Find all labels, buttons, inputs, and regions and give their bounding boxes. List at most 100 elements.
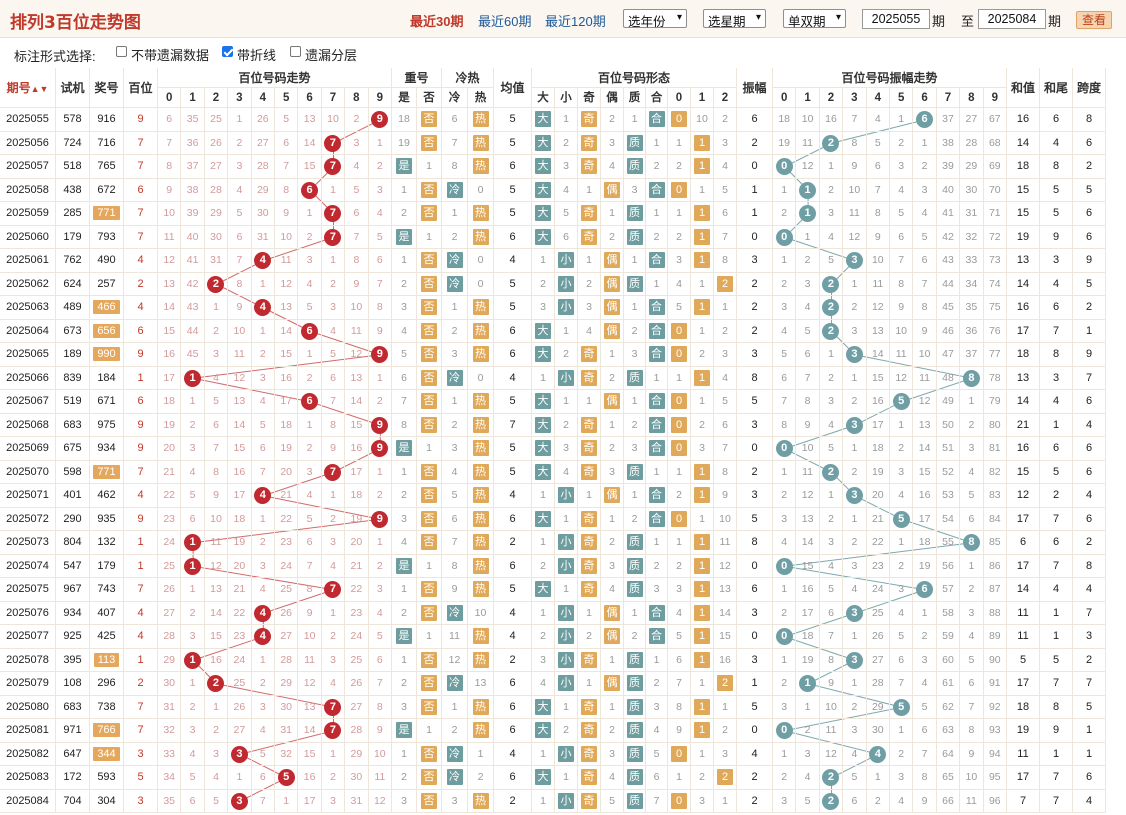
- query-button[interactable]: 查看: [1076, 11, 1112, 29]
- trend-omit: 32: [158, 719, 182, 743]
- amp-ball: 2: [819, 319, 844, 343]
- cell-issue: 2025067: [0, 390, 56, 414]
- cell-sum: 12: [1007, 484, 1040, 508]
- parity-select[interactable]: 单双期 ▾: [783, 9, 846, 29]
- link-recent-120[interactable]: 最近120期: [545, 14, 606, 29]
- from-issue-input[interactable]: 2025055: [862, 9, 930, 29]
- to-issue-input[interactable]: 2025084: [978, 9, 1046, 29]
- cell-trial: 971: [56, 719, 90, 743]
- cell-sum: 16: [1007, 437, 1040, 461]
- trend-omit: 9: [204, 484, 229, 508]
- amp-omit: 6: [960, 507, 984, 531]
- cell-amp: 3: [737, 249, 773, 273]
- weekday-select[interactable]: 选星期 ▾: [703, 9, 766, 29]
- repeat-group-header: 重号: [392, 68, 442, 88]
- cell-trial: 673: [56, 319, 90, 343]
- repeat-omit: 1: [392, 742, 417, 766]
- checkbox-line[interactable]: [222, 46, 233, 57]
- big-tag: 大: [532, 719, 555, 743]
- repeat-omit: 2: [392, 484, 417, 508]
- cold-omit: 2: [442, 413, 468, 437]
- trend-omit: 6: [298, 531, 322, 555]
- sort-icon[interactable]: ▲▼: [30, 84, 49, 94]
- cold-tag: 冷: [442, 178, 468, 202]
- link-recent-30[interactable]: 最近30期: [410, 14, 464, 29]
- prime-omit: 3: [624, 437, 646, 461]
- amp-omit: 9: [796, 413, 820, 437]
- cell-prize: 593: [90, 766, 124, 790]
- col-issue-header[interactable]: 期号▲▼: [0, 68, 56, 108]
- amp-omit: 14: [866, 343, 890, 367]
- road-omit: 3: [714, 742, 737, 766]
- prime-tag: 质: [624, 272, 646, 296]
- year-select[interactable]: 选年份 ▾: [623, 9, 687, 29]
- cell-span: 7: [1073, 672, 1106, 696]
- amp-omit: 22: [866, 531, 890, 555]
- road-omit: 1: [691, 390, 714, 414]
- trend-omit: 25: [345, 648, 369, 672]
- amp-omit: 42: [936, 225, 961, 249]
- amp-omit: 4: [843, 578, 867, 602]
- trend-omit: 31: [251, 225, 275, 249]
- amp-omit: 1: [819, 155, 844, 179]
- hot-tag: 热: [468, 319, 494, 343]
- even-tag: 偶: [601, 319, 624, 343]
- checkbox-no-omit[interactable]: [116, 46, 127, 57]
- amp-omit: 75: [983, 296, 1007, 320]
- amp-omit: 67: [983, 108, 1007, 132]
- amp-omit: 10: [843, 178, 867, 202]
- odd-tag: 奇: [578, 789, 601, 813]
- amp-omit: 3: [773, 507, 797, 531]
- trend-omit: 12: [204, 554, 229, 578]
- prime-tag: 质: [624, 766, 646, 790]
- trend-omit: 2: [321, 272, 346, 296]
- amp-omit: 6: [890, 648, 914, 672]
- trend-omit: 11: [345, 319, 369, 343]
- cell-prize: 490: [90, 249, 124, 273]
- amp-omit: 3: [819, 390, 844, 414]
- road-omit: 4: [714, 366, 737, 390]
- trend-omit: 8: [368, 296, 392, 320]
- trend-omit: 23: [275, 531, 299, 555]
- amp-omit: 54: [936, 507, 961, 531]
- amp-omit: 11: [843, 202, 867, 226]
- cell-mean: 2: [494, 531, 532, 555]
- trend-omit: 31: [204, 249, 229, 273]
- cell-span: 7: [1073, 366, 1106, 390]
- big-tag: 大: [532, 178, 555, 202]
- cell-issue: 2025075: [0, 578, 56, 602]
- even-tag: 偶: [601, 249, 624, 273]
- checkbox-layered-label[interactable]: 遗漏分层: [305, 48, 358, 63]
- cell-sum: 21: [1007, 413, 1040, 437]
- link-recent-60[interactable]: 最近60期: [478, 14, 532, 29]
- repeat-omit: 1: [417, 719, 442, 743]
- repeat-omit: 1: [417, 625, 442, 649]
- amp-omit: 13: [866, 319, 890, 343]
- trend-omit: 21: [345, 554, 369, 578]
- trend-omit: 36: [181, 131, 205, 155]
- amp-omit: 7: [913, 742, 937, 766]
- checkbox-no-omit-label[interactable]: 不带遗漏数据: [131, 48, 210, 63]
- cold-omit: 6: [442, 507, 468, 531]
- cell-trial: 519: [56, 390, 90, 414]
- trend-omit: 9: [345, 272, 369, 296]
- cold-tag: 冷: [442, 366, 468, 390]
- trend-omit: 26: [228, 695, 252, 719]
- hot-tag: 热: [468, 625, 494, 649]
- cell-sum: 14: [1007, 272, 1040, 296]
- road-omit: 3: [668, 578, 691, 602]
- prime-tag: 质: [624, 202, 646, 226]
- amp-omit: 2: [843, 390, 867, 414]
- checkbox-layered[interactable]: [290, 46, 301, 57]
- trend-ball: 9: [368, 108, 392, 132]
- trend-digit-header: 4: [251, 88, 275, 108]
- amp-omit: 69: [983, 155, 1007, 179]
- checkbox-line-label[interactable]: 带折线: [237, 48, 277, 63]
- road-omit: 13: [714, 578, 737, 602]
- cell-issue: 2025065: [0, 343, 56, 367]
- hot-tag: 热: [468, 155, 494, 179]
- from-suffix-label: 期: [932, 14, 946, 29]
- amp-omit: 8: [796, 390, 820, 414]
- composite-omit: 5: [646, 742, 668, 766]
- trend-omit: 3: [321, 531, 346, 555]
